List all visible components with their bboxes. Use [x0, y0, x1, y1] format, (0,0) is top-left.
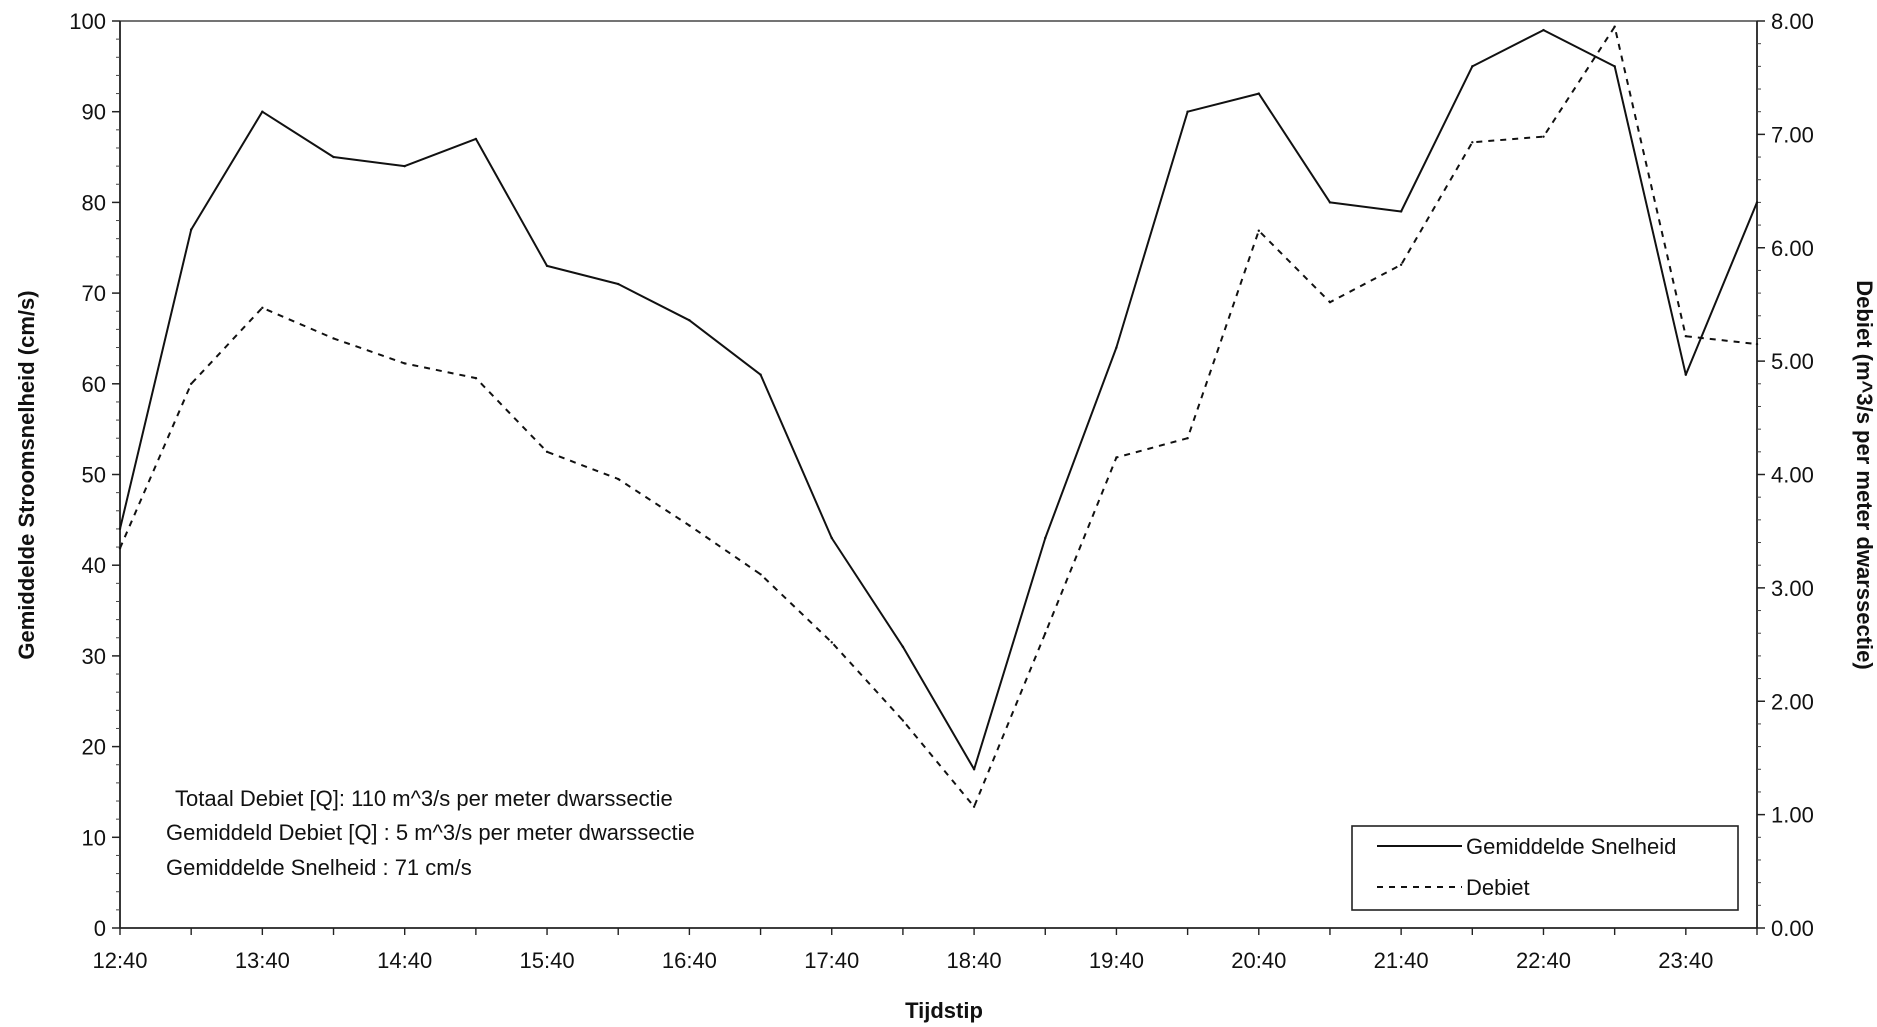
- legend-label-snelheid: Gemiddelde Snelheid: [1466, 834, 1676, 859]
- data-point: [1471, 141, 1474, 144]
- y-tick-label: 100: [69, 9, 106, 34]
- legend-box: [1351, 825, 1739, 911]
- data-point: [1613, 65, 1616, 68]
- data-point: [1399, 263, 1403, 266]
- data-point: [901, 719, 905, 722]
- data-point: [617, 477, 620, 481]
- x-tick-label: 15:40: [520, 948, 575, 973]
- data-point: [1328, 201, 1332, 204]
- x-tick-label: 16:40: [662, 948, 717, 973]
- data-point: [1328, 300, 1332, 304]
- y-tick-label: 60: [82, 372, 106, 397]
- data-point: [759, 573, 762, 576]
- data-point: [1186, 437, 1189, 440]
- data-point: [972, 768, 976, 771]
- data-point: [1115, 456, 1118, 459]
- data-point: [1755, 201, 1759, 204]
- data-point: [1257, 229, 1260, 232]
- y-tick-label: 30: [82, 644, 106, 669]
- data-point: [1684, 373, 1688, 376]
- x-tick-label: 23:40: [1658, 948, 1713, 973]
- data-point: [189, 228, 193, 231]
- data-point: [261, 110, 264, 113]
- data-point: [1542, 135, 1545, 138]
- data-point: [261, 306, 264, 310]
- series-lines: [118, 25, 1759, 808]
- y2-tick-label: 1.00: [1771, 803, 1814, 828]
- y-tick-label: 20: [82, 735, 106, 760]
- data-point: [189, 382, 193, 385]
- y-tick-label: 80: [82, 190, 106, 215]
- x-tick-label: 19:40: [1089, 948, 1144, 973]
- data-point: [118, 527, 122, 531]
- data-point: [545, 264, 549, 268]
- x-tick-label: 13:40: [235, 948, 290, 973]
- y2-tick-label: 2.00: [1771, 689, 1814, 714]
- annotation-total-debiet: Totaal Debiet [Q]: 110 m^3/s per meter d…: [175, 786, 673, 811]
- x-tick-label: 14:40: [377, 948, 432, 973]
- x-axis-title: Tijdstip: [905, 998, 983, 1023]
- y2-tick-label: 8.00: [1771, 9, 1814, 34]
- y2-tick-label: 4.00: [1771, 463, 1814, 488]
- y-tick-label: 40: [82, 553, 106, 578]
- tick-labels: 0 10 20 30 40 50 60 70 80 90 100 0.00 1.00 2.00 3.00 4.…: [69, 9, 1814, 973]
- data-point: [332, 337, 335, 340]
- data-point: [1542, 28, 1545, 32]
- x-tick-label: 20:40: [1231, 948, 1286, 973]
- data-point: [688, 319, 691, 322]
- annotation-block: Totaal Debiet [Q]: 110 m^3/s per meter d…: [166, 786, 695, 880]
- data-point: [1399, 210, 1403, 213]
- data-point: [901, 645, 905, 649]
- data-point: [1471, 65, 1474, 68]
- data-point: [972, 805, 976, 808]
- x-tick-label: 21:40: [1374, 948, 1429, 973]
- data-point: [1186, 110, 1189, 113]
- data-point: [1115, 346, 1118, 349]
- data-point: [1613, 25, 1616, 28]
- tick-marks: [112, 20, 1765, 935]
- data-point: [688, 524, 691, 527]
- y-tick-label: 50: [82, 463, 106, 488]
- y-tick-label: 10: [82, 825, 106, 850]
- y2-axis-title: Debiet (m^3/s per meter dwarssectie): [1852, 280, 1877, 669]
- x-tick-label: 22:40: [1516, 948, 1571, 973]
- data-point: [118, 546, 122, 550]
- data-point: [332, 155, 335, 159]
- data-point: [617, 282, 620, 286]
- series-line-gemiddelde-snelheid: [119, 29, 1758, 771]
- x-tick-label: 17:40: [804, 948, 859, 973]
- y2-tick-label: 0.00: [1771, 916, 1814, 941]
- data-point: [403, 164, 406, 168]
- y2-tick-label: 5.00: [1771, 349, 1814, 374]
- y-tick-label: 90: [82, 100, 106, 125]
- y-tick-label: 70: [82, 281, 106, 306]
- data-point: [830, 536, 833, 540]
- x-tick-label: 18:40: [947, 948, 1002, 973]
- data-point: [1044, 536, 1047, 540]
- y2-tick-label: 3.00: [1771, 576, 1814, 601]
- series-line-debiet: [119, 25, 1758, 808]
- data-point: [1684, 334, 1688, 338]
- y2-tick-label: 6.00: [1771, 236, 1814, 261]
- y-axis-title: Gemiddelde Stroomsnelheid (cm/s): [14, 290, 39, 659]
- data-point: [545, 450, 549, 454]
- legend-label-debiet: Debiet: [1466, 875, 1530, 900]
- data-point: [1257, 92, 1260, 95]
- data-point: [830, 641, 833, 644]
- data-point: [1044, 632, 1047, 635]
- y2-tick-label: 7.00: [1771, 122, 1814, 147]
- legend: Gemiddelde Snelheid Debiet: [1351, 825, 1739, 911]
- data-point: [759, 373, 762, 376]
- annotation-avg-debiet: Gemiddeld Debiet [Q] : 5 m^3/s per meter…: [166, 820, 695, 845]
- data-point: [474, 137, 478, 141]
- y-tick-label: 0: [94, 916, 106, 941]
- data-point: [403, 362, 406, 365]
- x-tick-label: 12:40: [92, 948, 147, 973]
- data-point: [474, 376, 478, 380]
- annotation-avg-speed: Gemiddelde Snelheid : 71 cm/s: [166, 855, 472, 880]
- data-point: [1755, 342, 1759, 346]
